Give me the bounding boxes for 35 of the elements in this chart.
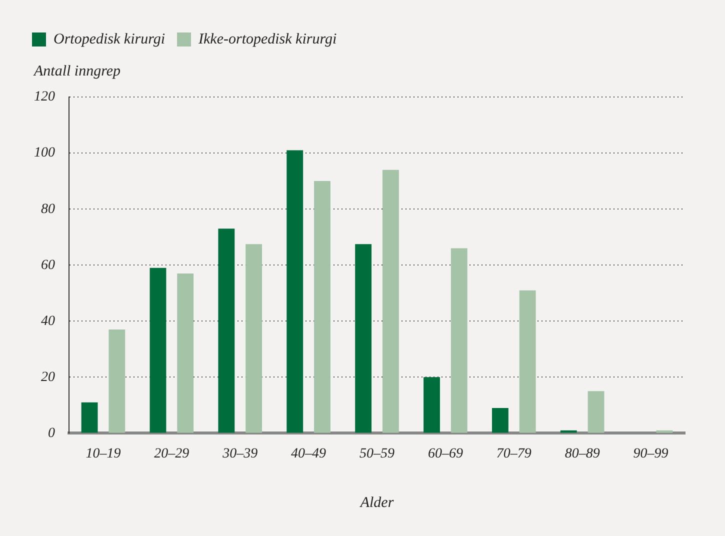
bar xyxy=(424,377,440,433)
bar xyxy=(246,244,262,433)
legend-label: Ortopedisk kirurgi xyxy=(54,31,166,48)
bar xyxy=(286,150,304,433)
x-axis-title: Alder xyxy=(359,494,394,511)
x-tick-label: 90–99 xyxy=(633,446,668,462)
bar xyxy=(150,268,166,433)
y-tick-label: 40 xyxy=(41,314,55,329)
y-tick-label: 60 xyxy=(41,258,55,273)
bar xyxy=(492,408,508,433)
x-tick-label: 10–19 xyxy=(86,446,121,462)
bar xyxy=(450,248,468,433)
bar xyxy=(108,330,126,433)
bar xyxy=(314,181,330,433)
bar xyxy=(519,290,536,433)
bar xyxy=(81,402,98,433)
x-tick-label: 50–59 xyxy=(360,446,394,462)
bar xyxy=(218,228,235,433)
y-tick-label: 120 xyxy=(34,90,55,105)
bar xyxy=(588,391,604,433)
bar xyxy=(355,244,372,433)
x-tick-label: 40–49 xyxy=(291,446,326,462)
bar xyxy=(382,170,399,433)
x-tick-label: 70–79 xyxy=(496,446,532,462)
y-tick-label: 100 xyxy=(34,146,55,161)
bar xyxy=(177,274,194,433)
x-tick-label: 20–29 xyxy=(154,446,190,462)
y-axis-title: Antall inngrep xyxy=(33,63,122,80)
x-tick-label: 30–39 xyxy=(222,446,258,462)
y-tick-label: 0 xyxy=(48,426,55,441)
y-tick-label: 20 xyxy=(41,370,55,385)
x-tick-label: 80–89 xyxy=(564,446,600,462)
legend-label: Ikke-ortopedisk kirurgi xyxy=(198,31,337,48)
y-tick-label: 80 xyxy=(41,202,55,217)
x-tick-label: 60–69 xyxy=(428,446,463,462)
